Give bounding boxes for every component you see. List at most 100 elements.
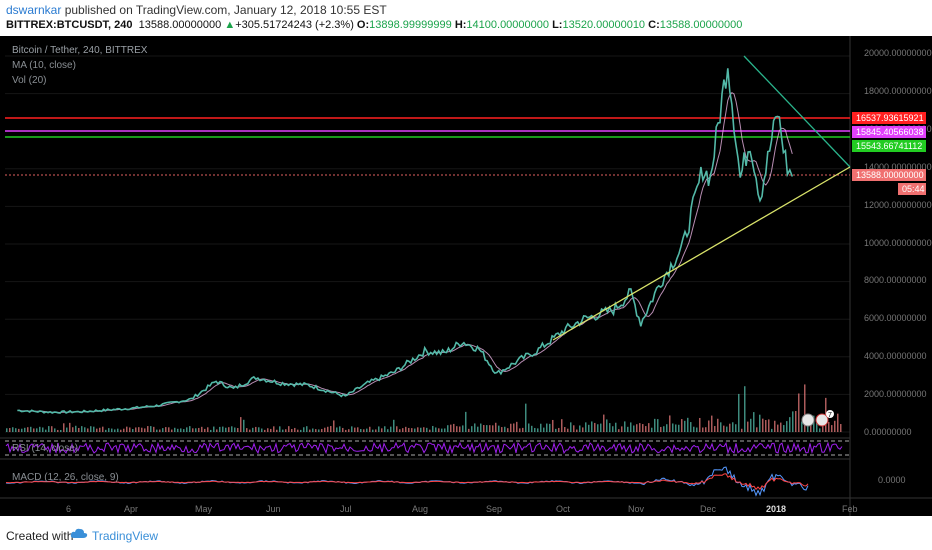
volume-bar: [579, 425, 581, 432]
price-tick: 10000.00000000: [864, 238, 932, 248]
volume-bar: [270, 428, 272, 432]
volume-bar: [48, 426, 50, 432]
volume-bar: [759, 414, 761, 432]
high-value: 14100.00000000: [466, 19, 550, 31]
volume-bar: [402, 428, 404, 432]
volume-bar: [63, 423, 65, 432]
price-tag-last: [852, 169, 926, 181]
volume-bar: [621, 426, 623, 432]
volume-bar: [384, 426, 386, 432]
volume-bar: [252, 427, 254, 432]
volume-bar: [246, 428, 248, 432]
price-tick: 2000.00000000: [864, 389, 927, 399]
volume-bar: [357, 427, 359, 432]
volume-bar: [411, 428, 413, 432]
volume-bar: [267, 428, 269, 432]
price-chart-svg[interactable]: Bitcoin / Tether, 240, BITTREX MA (10, c…: [0, 36, 932, 516]
volume-bar: [459, 426, 461, 432]
published-text: published on TradingView.com, January 12…: [61, 3, 387, 17]
trendline-teal[interactable]: [743, 55, 851, 168]
volume-bar: [528, 423, 530, 432]
volume-bar: [102, 426, 104, 432]
volume-bar: [183, 429, 185, 432]
volume-bar: [714, 426, 716, 432]
volume-bar: [813, 415, 815, 432]
volume-bar: [192, 428, 194, 432]
volume-bar: [285, 429, 287, 432]
volume-bar: [492, 425, 494, 432]
volume-bar: [693, 426, 695, 432]
volume-bar: [240, 417, 242, 432]
volume-bar: [279, 426, 281, 432]
time-tick: 6: [66, 504, 71, 514]
volume-bar: [342, 427, 344, 432]
price-tick: 12000.00000000: [864, 200, 932, 210]
volume-bar: [789, 417, 791, 432]
volume-bar: [336, 427, 338, 432]
volume-bar: [204, 428, 206, 432]
volume-bar: [501, 427, 503, 432]
volume-bar: [72, 427, 74, 432]
us-flag-icon[interactable]: [815, 413, 829, 427]
volume-bar: [696, 427, 698, 432]
volume-bar: [768, 419, 770, 432]
volume-bar: [324, 427, 326, 432]
volume-bar: [330, 426, 332, 432]
volume-bar: [588, 424, 590, 432]
time-axis[interactable]: 6 Apr May Jun Jul Aug Sep Oct Nov Dec 20…: [66, 504, 858, 514]
trendline-yellow[interactable]: [552, 166, 851, 341]
volume-bar: [264, 429, 266, 432]
volume-bar: [81, 426, 83, 432]
volume-bar: [834, 420, 836, 432]
volume-bar: [429, 429, 431, 432]
volume-bar: [426, 427, 428, 432]
volume-bar: [795, 411, 797, 432]
legend-macd: MACD (12, 26, close, 9): [12, 472, 119, 483]
price-tag-magenta-label: 15845.40566038: [856, 127, 924, 137]
volume-bar: [30, 426, 32, 432]
legend-vol: Vol (20): [12, 75, 46, 86]
volume-bar: [441, 428, 443, 432]
tradingview-link[interactable]: TradingView: [92, 529, 159, 543]
price-tick: 20000.00000000: [864, 48, 932, 58]
volume-bar: [210, 429, 212, 432]
volume-bar: [723, 425, 725, 432]
volume-bar: [642, 424, 644, 432]
volume-bar: [288, 426, 290, 432]
volume-bar: [42, 427, 44, 432]
chart-area[interactable]: Bitcoin / Tether, 240, BITTREX MA (10, c…: [0, 36, 932, 516]
us-flag-icon[interactable]: [801, 413, 815, 427]
volume-bar: [477, 426, 479, 432]
ticker-line: BITTREX:BTCUSDT, 240 13588.00000000 ▲+30…: [6, 19, 742, 31]
volume-bar: [486, 425, 488, 432]
volume-bar: [522, 427, 524, 432]
price-tick: 14000.00000000: [864, 162, 932, 172]
volume-bar: [705, 427, 707, 432]
volume-bar: [726, 426, 728, 432]
author-link[interactable]: dswarnkar: [6, 3, 62, 17]
volume-bar: [75, 425, 77, 432]
volume-bar: [540, 423, 542, 432]
time-tick: Oct: [556, 504, 571, 514]
publish-line: dswarnkar published on TradingView.com, …: [6, 3, 387, 17]
volume-bar: [804, 384, 806, 432]
legend-title: Bitcoin / Tether, 240, BITTREX: [12, 45, 148, 56]
volume-bar: [381, 428, 383, 432]
volume-bar: [729, 423, 731, 432]
volume-bar: [303, 427, 305, 432]
volume-bar: [132, 429, 134, 432]
volume-bar: [690, 422, 692, 432]
volume-bar: [564, 427, 566, 432]
volume-bar: [489, 425, 491, 432]
volume-bar: [582, 427, 584, 432]
event-count-badge[interactable]: [826, 410, 834, 418]
volume-bar: [615, 422, 617, 432]
volume-bar: [630, 422, 632, 432]
volume-bar: [444, 428, 446, 432]
volume-bar: [657, 419, 659, 432]
volume-bar: [603, 414, 605, 432]
volume-bar: [450, 424, 452, 432]
volume-bar: [225, 427, 227, 432]
countdown-label: 05:44: [902, 184, 925, 194]
volume-bar: [387, 429, 389, 432]
